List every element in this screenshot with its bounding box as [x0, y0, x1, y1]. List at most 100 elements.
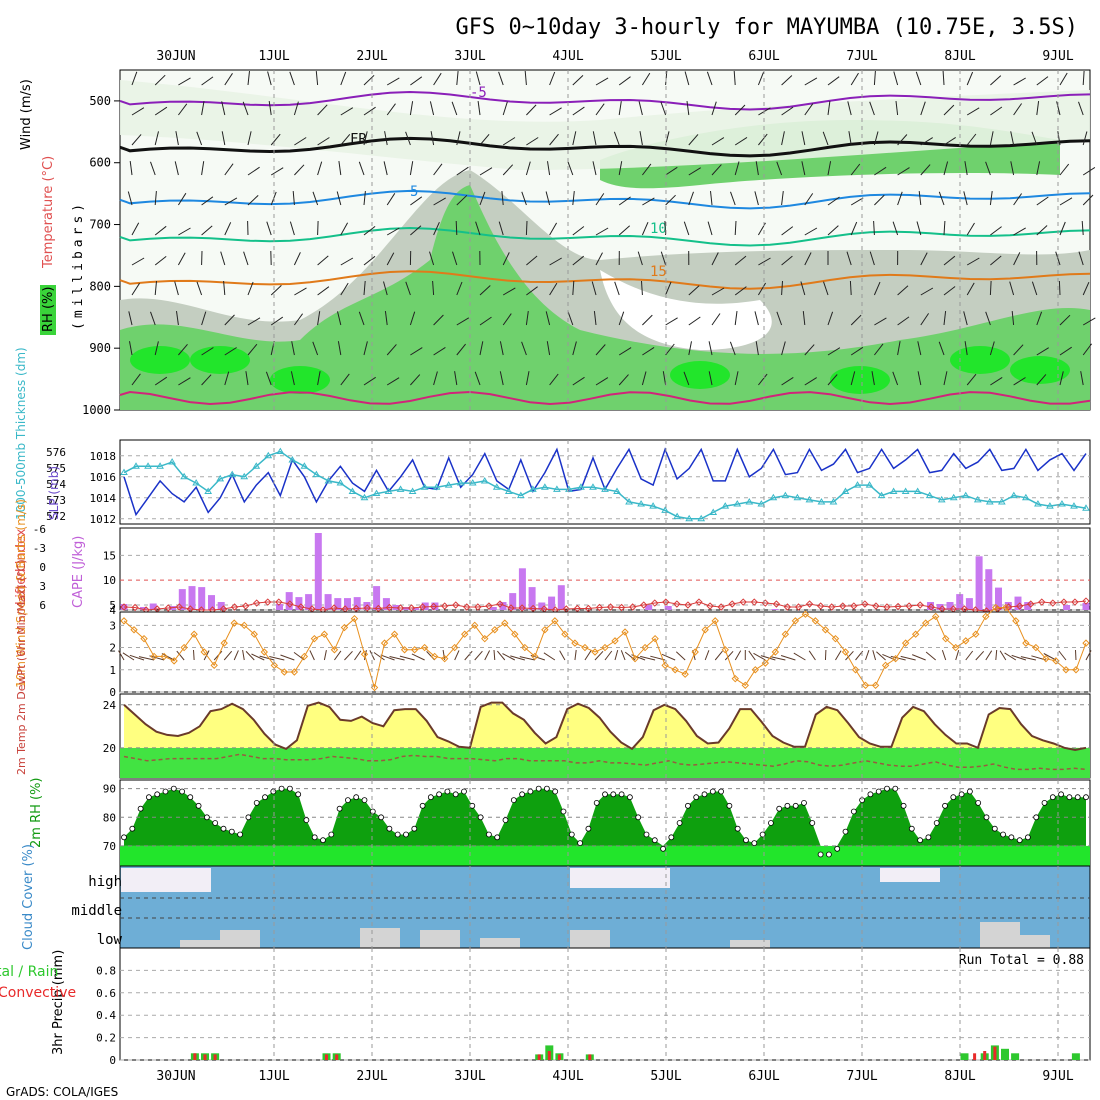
cape-bar [965, 598, 973, 610]
wind-barb [892, 371, 899, 386]
wind-barb [317, 255, 329, 266]
wind-barb-10m [835, 650, 842, 661]
rh-marker [585, 825, 592, 832]
cape-bar [548, 596, 556, 610]
wind-barb [827, 76, 840, 86]
wind-speed-marker [781, 630, 790, 638]
wind-barb [850, 346, 864, 356]
rh-saturated-pocket [670, 361, 730, 389]
lifted-index-marker [684, 601, 692, 609]
wind-tick-label: 0 [109, 686, 116, 699]
wind-speed-marker [992, 603, 1000, 612]
wind-speed-marker [450, 643, 459, 652]
pressure-tick-label: 700 [89, 218, 111, 232]
wind-barb [638, 101, 643, 116]
wind-barb [174, 161, 179, 176]
wind-barb [174, 281, 179, 296]
wind-barb-10m [497, 650, 506, 661]
rh-marker [278, 785, 285, 792]
wind-speed-marker [551, 617, 559, 625]
cape-bar [178, 589, 186, 610]
wind-barb [593, 311, 597, 326]
wind10m-panel: 0 1 2 3 10m Wind Speed & Barbs (m/s) [14, 499, 1092, 699]
wind-barb [201, 225, 213, 236]
lifted-index-marker [286, 600, 294, 608]
wind-barb [874, 343, 884, 356]
cape-li-panel: 45 10 15 -6 -3 0 3 6 Lifted Index CAPE (J/kg) [14, 523, 1091, 617]
wind-tick-label: 3 [109, 619, 116, 632]
rh-marker [618, 791, 625, 798]
rh-marker [602, 791, 608, 798]
cloud-row-label: low [97, 932, 123, 948]
lifted-index-marker [816, 602, 825, 610]
below-20c-fill [120, 747, 1090, 778]
wind-speed-marker [260, 648, 268, 656]
wind-barb [572, 191, 575, 206]
wind-barb-10m [975, 650, 985, 661]
rh-marker [477, 814, 484, 821]
wind-speed-marker [751, 666, 760, 674]
wind-barb [221, 131, 226, 146]
wind-barb [920, 137, 933, 146]
wind-barb [456, 281, 463, 296]
wind-barb [567, 161, 574, 176]
wind-barb-10m [614, 649, 619, 661]
wind-barb [990, 75, 1002, 86]
wind-barb [291, 341, 295, 356]
wind-barb [338, 161, 342, 176]
cape-bar [1063, 605, 1071, 610]
wind-barb-10m [122, 652, 135, 661]
rh-marker [369, 808, 376, 815]
wind-barb [897, 167, 910, 176]
wind-speed-marker [1052, 657, 1060, 665]
wind-barb-10m [373, 652, 385, 661]
rh-marker [378, 814, 385, 821]
wind-barb [502, 252, 510, 266]
wind-barb [850, 221, 858, 236]
wind-barb [154, 74, 166, 86]
rh-marker [967, 788, 973, 795]
rh-marker [826, 851, 832, 858]
wind-barb [502, 101, 508, 116]
wind-barb [781, 341, 786, 356]
isotherm-line [119, 270, 1091, 290]
lifted-index-marker [872, 602, 880, 610]
wind-barb [1036, 311, 1043, 326]
wind-barb [730, 191, 736, 206]
wind-barb [897, 316, 910, 326]
low-cloud-block [730, 940, 770, 948]
cape-bar [1014, 596, 1022, 610]
wind-barb [595, 377, 609, 386]
thickness-axis-label: 1000-500mb Thickness (dm) [14, 347, 28, 520]
wind-barb [201, 76, 214, 86]
rh-marker [552, 788, 559, 795]
wind-speed-marker [240, 621, 248, 630]
wind-barb [801, 161, 806, 176]
rh-marker [179, 788, 186, 795]
rh-marker [734, 825, 741, 832]
rh-marker [950, 794, 957, 801]
wind-barb [572, 280, 575, 296]
lifted-index-marker [861, 600, 869, 608]
wind-barb [201, 101, 205, 116]
cape-bar [149, 603, 157, 610]
wind-barb [662, 371, 667, 386]
wind-barb [479, 285, 491, 296]
rh-marker [643, 831, 650, 838]
wind-barb [150, 161, 156, 176]
wind-barb [409, 161, 414, 176]
cape-axis-label: CAPE (J/kg) [71, 536, 86, 608]
rh-marker [336, 805, 343, 812]
wind-barb [266, 221, 272, 236]
wind-barb [613, 131, 620, 146]
wind-barb [1058, 280, 1061, 296]
rh-saturated-pocket [830, 366, 890, 394]
wind-barb [386, 103, 396, 116]
lifted-index-marker [1049, 599, 1057, 607]
wind-barb [340, 71, 347, 86]
rh-marker [419, 802, 426, 809]
wind-barb [686, 101, 690, 116]
cape-bar [334, 598, 342, 610]
wind-barb [224, 371, 230, 386]
wind-barb [456, 194, 468, 206]
